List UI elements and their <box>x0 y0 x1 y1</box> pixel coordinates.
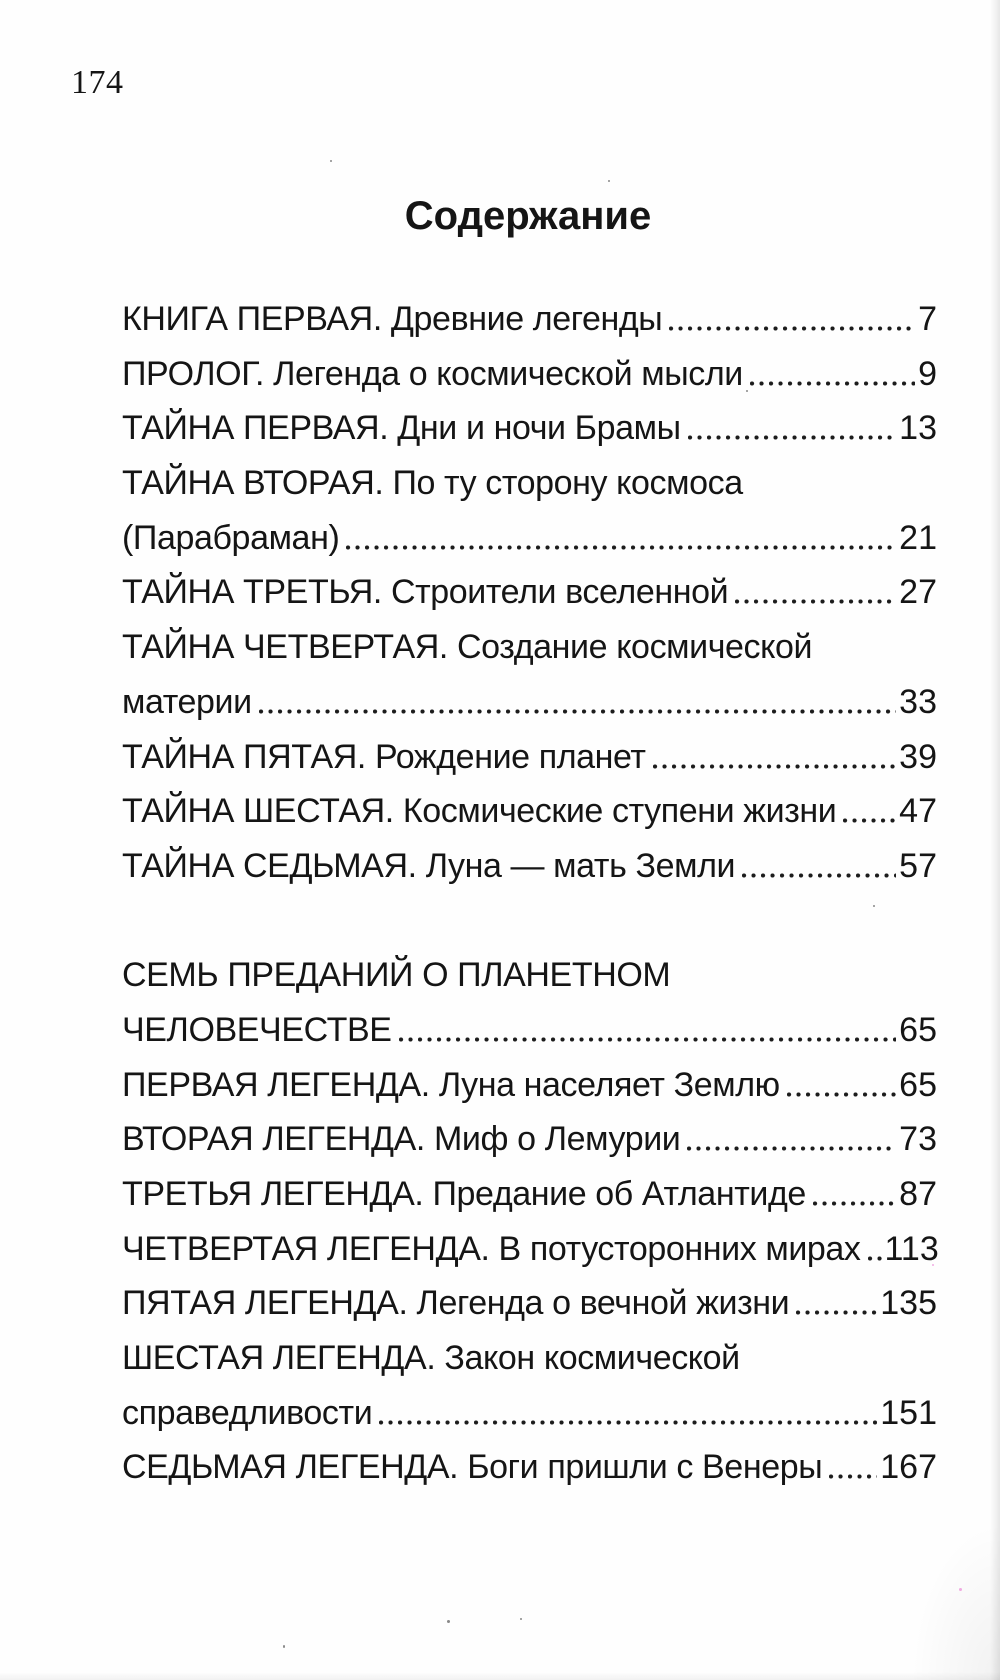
toc-entry-page: 73 <box>899 1120 937 1159</box>
scan-speck <box>520 1618 522 1620</box>
toc-entry: материи 33 <box>122 675 937 730</box>
toc-entry-page: 113 <box>884 1229 939 1268</box>
toc-leader-dots <box>786 1092 897 1097</box>
scan-speck <box>932 1264 934 1266</box>
toc-leader-dots <box>796 1310 878 1315</box>
toc-entry-page: 39 <box>899 737 937 776</box>
toc-entry: ТАЙНА ЧЕТВЕРТАЯ. Создание космической <box>122 620 937 675</box>
toc-entry: ПРОЛОГ. Легенда о космической мысли 9 <box>122 347 937 402</box>
toc-entry: ПЕРВАЯ ЛЕГЕНДА. Луна населяет Землю 65 <box>122 1058 937 1113</box>
toc-entry-title: (Парабраман) <box>122 518 340 557</box>
scan-edge-shadow-right <box>990 0 1000 1680</box>
toc-entry-page: 65 <box>899 1010 937 1049</box>
toc-leader-dots <box>687 1146 897 1151</box>
toc-entry: справедливости 151 <box>122 1386 937 1441</box>
toc-entry: ВТОРАЯ ЛЕГЕНДА. Миф о Лемурии 73 <box>122 1112 937 1167</box>
toc-entry-title: ТАЙНА ТРЕТЬЯ. Строители вселенной <box>122 573 729 612</box>
toc-entry-title: ТАЙНА СЕДЬМАЯ. Луна — мать Земли <box>122 846 736 885</box>
toc-leader-dots <box>742 873 897 878</box>
toc-entry-title: ПЯТАЯ ЛЕГЕНДА. Легенда о вечной жизни <box>122 1284 790 1323</box>
scan-speck <box>959 1588 962 1591</box>
toc-entry-title: ВТОРАЯ ЛЕГЕНДА. Миф о Лемурии <box>122 1120 681 1159</box>
scan-corner-shade <box>910 1520 1000 1680</box>
scan-speck <box>873 905 875 907</box>
toc-entry-title: КНИГА ПЕРВАЯ. Древние легенды <box>122 300 663 338</box>
scan-speck <box>447 1620 450 1623</box>
toc-entry-title: ТАЙНА ШЕСТАЯ. Космические ступени жизни <box>122 792 837 831</box>
toc-entry: ПЯТАЯ ЛЕГЕНДА. Легенда о вечной жизни 135 <box>122 1276 937 1331</box>
toc-entry-title: ТАЙНА ПЯТАЯ. Рождение планет <box>122 737 646 776</box>
toc-entry-title: СЕМЬ ПРЕДАНИЙ О ПЛАНЕТНОМ <box>122 956 671 995</box>
toc-entry: ТАЙНА ВТОРАЯ. По ту сторону космоса <box>122 456 937 511</box>
toc-entry-title: ЧЕЛОВЕЧЕСТВЕ <box>122 1010 392 1049</box>
toc-entry-page: 33 <box>899 682 937 721</box>
toc-leader-dots <box>735 599 897 604</box>
toc-entry-page: 135 <box>880 1284 937 1323</box>
scan-speck <box>608 180 610 182</box>
toc-entry-page: 21 <box>899 518 937 557</box>
toc-list: КНИГА ПЕРВАЯ. Древние легенды 7 ПРОЛОГ. Ле… <box>122 292 939 1495</box>
toc-entry: ЧЕТВЕРТАЯ ЛЕГЕНДА. В потусторонних мирах… <box>122 1222 939 1277</box>
toc-leader-dots <box>652 764 897 768</box>
toc-entry-page: 151 <box>880 1393 937 1432</box>
scan-speck <box>283 1645 285 1648</box>
toc-entry-title: ПРОЛОГ. Легенда о космической мысли <box>122 354 743 393</box>
toc-leader-dots <box>258 709 897 714</box>
toc-leader-dots <box>812 1201 897 1206</box>
toc-entry-title: ТАЙНА ПЕРВАЯ. Дни и ночи Брамы <box>122 409 681 448</box>
scan-speck <box>746 390 748 392</box>
toc-entry: ШЕСТАЯ ЛЕГЕНДА. Закон космической <box>122 1331 937 1386</box>
toc-leader-dots <box>687 435 897 440</box>
scan-speck <box>330 160 332 162</box>
toc-entry-page: 7 <box>918 300 937 338</box>
toc-entry-title: ТАЙНА ВТОРАЯ. По ту сторону космоса <box>122 464 743 503</box>
toc-entry: (Парабраман) 21 <box>122 511 937 566</box>
toc-entry-page: 65 <box>899 1065 937 1104</box>
toc-entry: КНИГА ПЕРВАЯ. Древние легенды 7 <box>122 292 937 347</box>
toc-entry: ТАЙНА ПЕРВАЯ. Дни и ночи Брамы 13 <box>122 401 937 456</box>
toc-entry: СЕМЬ ПРЕДАНИЙ О ПЛАНЕТНОМ <box>122 948 937 1003</box>
toc-entry-title: материи <box>122 682 252 721</box>
toc-leader-dots <box>867 1256 882 1261</box>
toc-leader-dots <box>829 1474 878 1479</box>
toc-entry-title: справедливости <box>122 1393 373 1432</box>
toc-entry-title: ТАЙНА ЧЕТВЕРТАЯ. Создание космической <box>122 628 813 667</box>
toc-entry: ТАЙНА ПЯТАЯ. Рождение планет 39 <box>122 730 937 785</box>
toc-entry-title: ПЕРВАЯ ЛЕГЕНДА. Луна населяет Землю <box>122 1065 780 1104</box>
toc-entry-page: 87 <box>899 1175 937 1213</box>
toc-entry: ТРЕТЬЯ ЛЕГЕНДА. Предание об Атлантиде 87 <box>122 1167 937 1222</box>
toc-entry: ТАЙНА ШЕСТАЯ. Космические ступени жизни 4… <box>122 784 937 839</box>
page-folio-number: 174 <box>71 64 124 101</box>
toc-leader-dots <box>669 326 916 331</box>
toc-entry-title: СЕДЬМАЯ ЛЕГЕНДА. Боги пришли с Венеры <box>122 1448 823 1487</box>
toc-title: Содержание <box>404 194 652 238</box>
toc-entry-page: 9 <box>918 354 937 393</box>
toc-leader-dots <box>346 545 897 550</box>
toc-entry: СЕДЬМАЯ ЛЕГЕНДА. Боги пришли с Венеры 167 <box>122 1440 937 1495</box>
toc-leader-dots <box>749 381 916 386</box>
toc-entry-page: 13 <box>899 409 937 448</box>
toc-entry-title: ТРЕТЬЯ ЛЕГЕНДА. Предание об Атлантиде <box>122 1175 806 1213</box>
toc-entry-page: 47 <box>899 792 937 831</box>
toc-entry: ТАЙНА ТРЕТЬЯ. Строители вселенной 27 <box>122 565 937 620</box>
toc-entry-page: 167 <box>880 1448 937 1487</box>
toc-entry-page: 57 <box>899 846 937 885</box>
toc-entry: ЧЕЛОВЕЧЕСТВЕ 65 <box>122 1003 937 1058</box>
toc-leader-dots <box>379 1420 878 1425</box>
toc-entry: ТАЙНА СЕДЬМАЯ. Луна — мать Земли 57 <box>122 839 937 894</box>
toc-entry-title: ЧЕТВЕРТАЯ ЛЕГЕНДА. В потусторонних мирах <box>122 1229 861 1268</box>
scan-edge-shadow-bottom <box>0 1672 1000 1680</box>
toc-leader-dots <box>398 1037 897 1042</box>
toc-section-gap <box>122 894 937 949</box>
toc-leader-dots <box>843 818 897 823</box>
toc-entry-page: 27 <box>899 573 937 612</box>
toc-entry-title: ШЕСТАЯ ЛЕГЕНДА. Закон космической <box>122 1339 740 1378</box>
